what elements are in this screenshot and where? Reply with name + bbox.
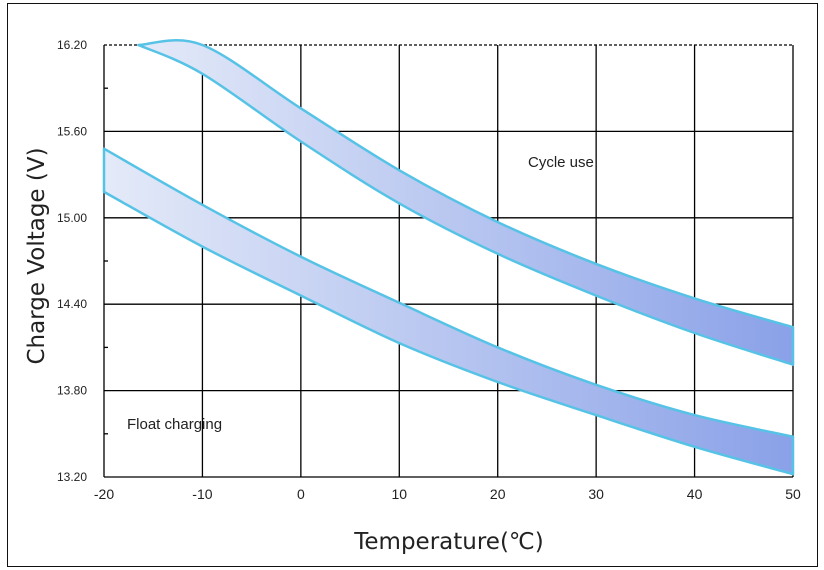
y-tick-label: 13.20	[57, 470, 87, 484]
x-tick-label: 0	[297, 486, 305, 502]
x-tick-label: -10	[192, 486, 212, 502]
x-tick-label: 20	[490, 486, 506, 502]
annotation-cycle-use: Cycle use	[528, 154, 594, 171]
y-tick-labels: 13.20 13.80 14.40 15.00 15.60 16.20	[57, 38, 87, 484]
x-axis-title: Temperature(℃)	[353, 529, 543, 555]
x-tick-label: -20	[94, 486, 114, 502]
y-tick-label: 15.60	[57, 124, 87, 138]
band-cycle-use	[137, 39, 795, 366]
y-tick-label: 16.20	[57, 38, 87, 52]
y-tick-label: 13.80	[57, 384, 87, 398]
band-float-charging	[102, 147, 795, 476]
grid-lines	[103, 44, 794, 478]
x-tick-label: 30	[588, 486, 604, 502]
x-tick-label: 40	[687, 486, 703, 502]
bands-layer	[102, 39, 795, 476]
annotation-float-charging: Float charging	[127, 416, 222, 433]
x-tick-label: 10	[391, 486, 407, 502]
chart-frame	[7, 3, 818, 567]
y-axis-title: Charge Voltage (V)	[24, 147, 50, 364]
x-tick-label: 50	[785, 486, 801, 502]
y-tick-label: 14.40	[57, 297, 87, 311]
x-tick-labels: -20 -10 0 10 20 30 40 50	[94, 486, 801, 502]
y-tick-label: 15.00	[57, 211, 87, 225]
